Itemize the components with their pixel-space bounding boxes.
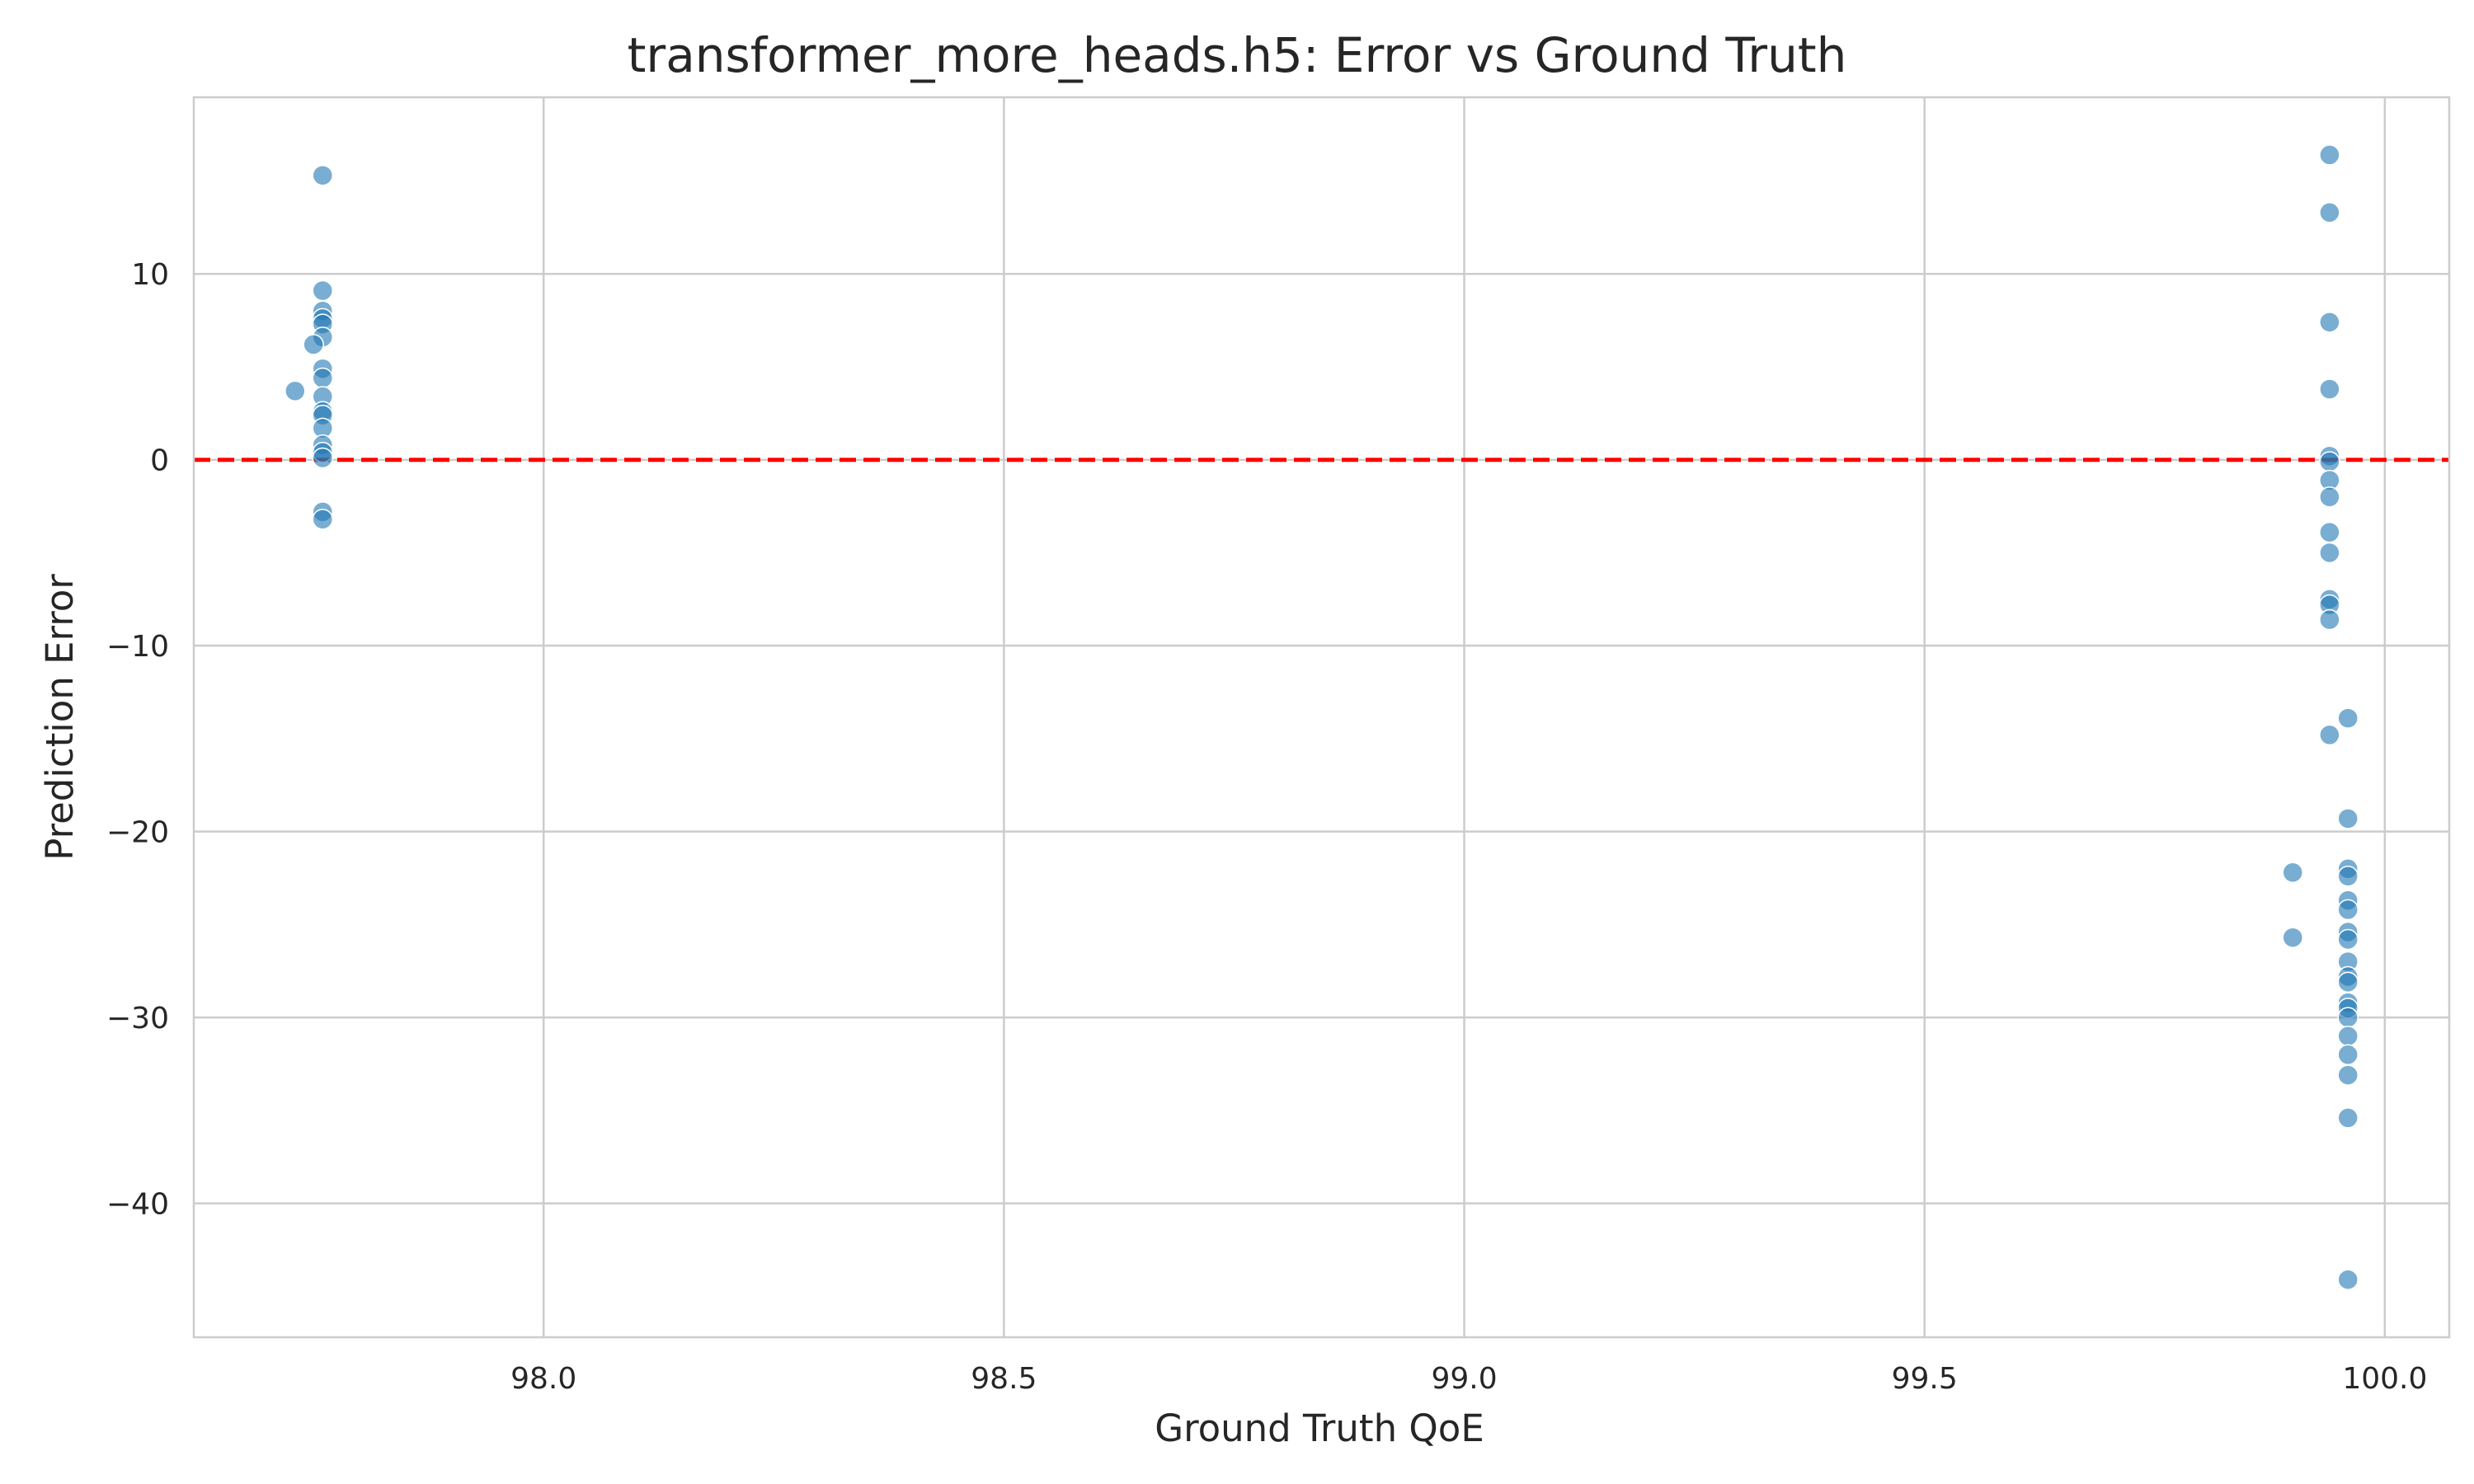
- data-point: [285, 380, 306, 402]
- y-tick-label: −10: [106, 630, 169, 664]
- y-tick-label: −30: [106, 1002, 169, 1036]
- x-tick-label: 100.0: [2342, 1362, 2427, 1396]
- x-tick-label: 99.5: [1892, 1362, 1958, 1396]
- data-point: [2337, 1044, 2359, 1066]
- data-point: [2337, 1007, 2359, 1028]
- x-axis-label: Ground Truth QoE: [1155, 1407, 1484, 1450]
- data-point: [312, 509, 334, 530]
- x-tick-label: 98.0: [510, 1362, 576, 1396]
- x-axis-ticks: 98.0 98.5 99.0 99.5 100.0: [510, 1362, 2427, 1396]
- data-point: [312, 279, 334, 302]
- data-point: [2319, 521, 2340, 543]
- data-point: [312, 164, 334, 186]
- data-point: [2319, 202, 2340, 223]
- data-point: [2337, 971, 2359, 993]
- data-point: [2282, 862, 2303, 884]
- data-points: [285, 144, 2359, 1290]
- y-tick-label: −40: [106, 1188, 169, 1222]
- data-point: [2319, 724, 2340, 746]
- y-axis-label: Prediction Error: [38, 574, 82, 861]
- data-point: [2337, 928, 2359, 951]
- data-point: [2319, 542, 2340, 564]
- plot-area-frame: [192, 96, 2451, 1339]
- data-point: [2319, 608, 2340, 631]
- y-tick-label: −20: [106, 816, 169, 850]
- data-point: [2337, 1107, 2359, 1129]
- data-point: [2319, 486, 2340, 508]
- y-tick-label: 0: [150, 444, 169, 478]
- data-point: [2319, 144, 2340, 166]
- y-tick-label: 10: [131, 258, 169, 292]
- data-point: [312, 367, 334, 389]
- data-point: [2337, 1269, 2359, 1290]
- x-tick-label: 98.5: [971, 1362, 1037, 1396]
- x-tick-label: 99.0: [1431, 1362, 1497, 1396]
- data-point: [2337, 866, 2359, 887]
- data-point: [2337, 1064, 2359, 1086]
- data-point: [2337, 707, 2359, 729]
- grid-lines: [194, 97, 2449, 1337]
- data-point: [2319, 451, 2340, 472]
- data-point: [303, 334, 324, 355]
- data-point: [2282, 927, 2303, 948]
- data-point: [2337, 899, 2359, 921]
- data-point: [2319, 378, 2340, 400]
- data-point: [2319, 312, 2340, 333]
- chart-title: transformer_more_heads.h5: Error vs Grou…: [628, 27, 1847, 83]
- data-point: [2337, 1025, 2359, 1047]
- data-point: [312, 447, 334, 469]
- data-point: [2337, 808, 2359, 829]
- y-axis-ticks: 10 0 −10 −20 −30 −40: [106, 258, 169, 1221]
